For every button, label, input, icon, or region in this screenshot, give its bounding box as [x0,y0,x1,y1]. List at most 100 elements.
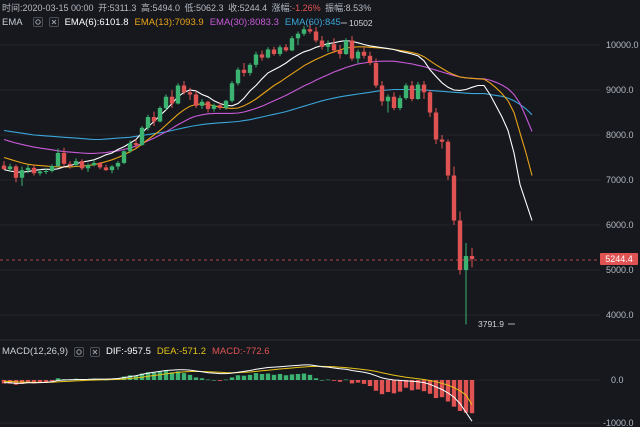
gear-icon[interactable] [32,17,43,27]
candle [319,36,325,50]
macd-bar [355,380,361,383]
macd-bar [397,380,403,392]
macd-bar [223,379,229,381]
candle [151,111,157,126]
close-icon[interactable] [48,17,59,27]
candle-body [409,85,415,99]
macd-bar [181,373,187,380]
candle [367,51,373,66]
candle-body [433,112,439,140]
macd-bar [25,380,31,384]
candle-body [439,139,445,142]
candle-body [325,44,331,47]
macd-bar [235,375,241,380]
candle-body [157,108,163,122]
candle [175,83,181,105]
close-icon[interactable] [90,346,100,357]
gear-icon[interactable] [74,346,84,357]
candle-body [283,47,289,51]
price-tick-label: 6000.0 [606,220,634,230]
macd-bar [49,380,55,382]
candle-body [277,47,283,54]
macd-bar [325,379,331,381]
ema30-line [3,60,533,154]
candle [439,135,445,149]
candle [109,165,115,174]
candle [469,247,475,268]
candle-body [49,166,55,171]
candle [373,58,379,88]
macd-bar [433,380,439,399]
candle [451,166,457,225]
candle-body [55,153,61,167]
candle-body [211,105,217,109]
time-value: 时间:2020-03-15 00:00 [2,3,94,13]
candle-body [367,55,373,63]
candle [349,36,355,61]
macd-bar [307,374,313,380]
candle [115,161,121,170]
candle-body [25,167,31,171]
macd-bar [265,373,271,380]
macd-bar [403,380,409,388]
macd-legend: MACD(12,26,9) DIF:-957.5 DEA:-571.2 MACD… [2,346,276,357]
candle-body [133,143,139,145]
candle-body [91,162,97,166]
macd-bar [211,380,217,381]
macd-bar [157,371,163,380]
macd-bar [367,380,373,387]
candle [361,47,367,59]
candle [385,94,391,113]
candle [421,81,427,99]
candle-body [337,50,343,54]
candle-body [67,163,73,166]
dif-value: DIF:-957.5 [106,346,151,357]
candle [355,49,361,63]
candle-body [127,143,133,152]
candle-body [223,100,229,108]
candle [205,100,211,113]
macd-bar [385,380,391,393]
macd-bar [463,380,469,413]
macd-bar [283,375,289,380]
candle-body [205,101,211,109]
ema13-value: EMA(13):7093.9 [134,16,204,28]
ema13-line [3,46,533,176]
candle [235,67,241,86]
candle [55,148,61,168]
candle [457,211,463,275]
candle-body [61,153,67,164]
candle-body [175,85,181,104]
price-tick-label: 9000.0 [606,85,634,95]
candle-body [235,69,241,84]
candle [265,47,271,59]
candle-body [115,162,121,167]
candle-body [403,85,409,99]
candle [67,161,73,169]
candle-body [31,167,37,174]
macd-bar [151,372,157,380]
macd-bar [241,375,247,380]
macd-histogram [1,364,475,422]
high-annotation: 10502 [349,18,373,28]
candle [307,22,313,34]
candle-body [85,165,91,169]
candle-body [421,84,427,93]
candle-body [163,96,169,108]
candle-body [73,161,79,166]
candle-body [79,161,85,169]
candle-body [373,63,379,86]
candle-body [43,171,49,172]
macd-bar [55,378,61,380]
macd-bar [379,380,385,395]
candle-body [199,101,205,106]
price-tick-label: 7000.0 [606,175,634,185]
macd-bar [187,374,193,380]
candle-body [169,96,175,104]
candle-body [271,49,277,54]
candle-body [289,38,295,51]
macd-bar [277,373,283,380]
candle [193,90,199,108]
candle [37,169,43,176]
